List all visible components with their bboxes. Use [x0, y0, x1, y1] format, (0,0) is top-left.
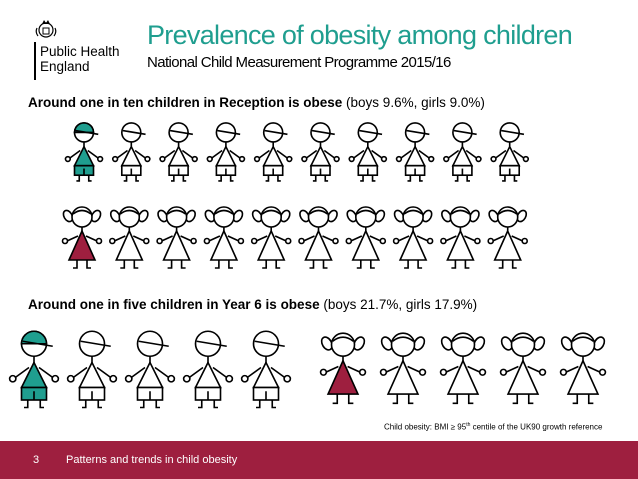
- footer-bar: 3 Patterns and trends in child obesity: [0, 441, 638, 479]
- reception-caption-rest: (boys 9.6%, girls 9.0%): [342, 95, 485, 110]
- year6-caption-bold: Around one in five children in Year 6 is…: [28, 297, 320, 312]
- year6-girl-figure: [319, 332, 367, 405]
- reception-boy-figure: [301, 122, 340, 182]
- reception-girl-figure: [250, 206, 292, 269]
- year6-girl-figure: [379, 332, 427, 405]
- page-number: 3: [33, 454, 40, 466]
- figure-pictogram: [8, 122, 607, 409]
- page-title: Prevalence of obesity among children: [147, 20, 573, 50]
- year6-girl-figure: [499, 332, 547, 405]
- logo-text: Public Health England: [40, 44, 120, 74]
- logo-line-1: Public Health: [40, 44, 120, 59]
- year6-boy-figure: [182, 330, 234, 409]
- royal-crest-icon: [35, 20, 57, 38]
- reception-boy-figure: [206, 122, 246, 182]
- reception-girl-figure: [61, 206, 103, 269]
- reception-boy-figure: [111, 122, 151, 182]
- year6-boy-figure: [240, 330, 292, 409]
- reception-girl-figure: [298, 206, 339, 269]
- logo-line-2: England: [40, 59, 90, 74]
- reception-boy-figure: [348, 122, 388, 182]
- reception-boy-figure: [159, 122, 198, 182]
- year6-girl-figure: [439, 332, 487, 405]
- reception-girl-figure: [345, 206, 387, 269]
- year6-boy-figure: [124, 330, 176, 409]
- phe-logo: Public Health England: [34, 18, 134, 82]
- year6-girl-figure: [559, 332, 607, 405]
- reception-boy-figure: [253, 122, 293, 182]
- reception-boy-figure: [64, 122, 104, 182]
- reception-caption: Around one in ten children in Reception …: [28, 95, 485, 110]
- reception-girl-figure: [108, 206, 150, 269]
- year6-caption: Around one in five children in Year 6 is…: [28, 297, 477, 312]
- reception-girl-figure: [156, 206, 197, 269]
- reception-girl-figure: [203, 206, 245, 269]
- footer-text: Patterns and trends in child obesity: [66, 454, 238, 466]
- footnote-before: Child obesity: BMI ≥ 95: [384, 422, 467, 432]
- year6-boy-figure: [66, 330, 118, 409]
- page-subtitle: National Child Measurement Programme 201…: [147, 54, 451, 71]
- reception-boy-figure: [443, 122, 482, 182]
- footnote-sup: th: [466, 422, 471, 428]
- reception-girl-figure: [487, 206, 529, 269]
- reception-caption-bold: Around one in ten children in Reception …: [28, 95, 343, 110]
- year6-boy-figure: [8, 330, 60, 409]
- reception-girl-figure: [392, 206, 434, 269]
- reception-girl-figure: [440, 206, 481, 269]
- reception-boy-figure: [395, 122, 435, 182]
- footnote: Child obesity: BMI ≥ 95th centile of the…: [384, 422, 602, 432]
- reception-boy-figure: [490, 122, 530, 182]
- year6-caption-rest: (boys 21.7%, girls 17.9%): [319, 297, 478, 312]
- footnote-after: centile of the UK90 growth reference: [470, 422, 603, 432]
- logo-rule: [34, 42, 36, 80]
